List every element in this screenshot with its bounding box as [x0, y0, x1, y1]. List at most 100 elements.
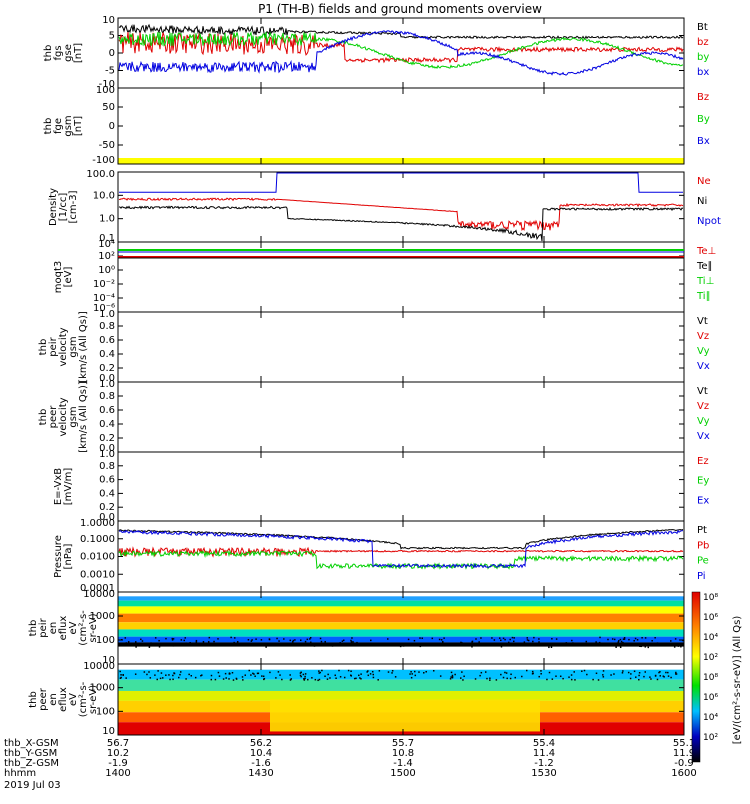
spectrogram-pixel	[473, 642, 475, 645]
spectrogram-pixel	[607, 638, 609, 641]
y-axis-label: [cm-3]	[68, 190, 79, 223]
spectrogram-pixel	[230, 642, 232, 645]
panel-pressure: 1.0000 0.1000 0.0100 0.0010 0.0001 Pressure [n…	[53, 518, 709, 594]
y-axis-label: peer	[38, 687, 49, 711]
spectrogram-pixel	[350, 675, 353, 677]
spectrogram-pixel	[256, 672, 259, 675]
spectrogram-pixel	[636, 639, 639, 641]
spectrogram-pixel	[482, 643, 484, 645]
spectrogram-pixel	[156, 678, 158, 681]
spectrogram-pixel	[319, 637, 322, 640]
spectrogram-pixel	[478, 641, 480, 643]
spectrogram-pixel	[383, 642, 386, 645]
spectrogram-band	[118, 642, 684, 647]
peer_spec-spectrogram	[118, 664, 684, 735]
spectrogram-pixel	[565, 642, 568, 644]
spectrogram-pixel	[635, 676, 637, 678]
spectrogram-pixel	[451, 674, 454, 677]
footer-value: 1530	[531, 768, 556, 779]
panel-peir_spec: 10000 1000 100 10 thb peir en eflux eV (cm²-s-sr-…	[28, 589, 685, 666]
spectrogram-pixel	[641, 636, 643, 639]
spectrogram-pixel	[274, 644, 277, 646]
spectrogram-pixel	[640, 645, 642, 648]
spectrogram-pixel	[356, 641, 358, 644]
y-axis-label: [nT]	[73, 116, 84, 136]
spectrogram-pixel	[418, 643, 420, 646]
spectrogram-pixel	[533, 636, 535, 639]
spectrogram-pixel	[670, 640, 672, 642]
panel-peir_v: 1.00.8 0.6 0.4 0.20.0 thb peir velocity gsm [km/…	[38, 309, 710, 384]
spectrogram-pixel	[149, 677, 152, 679]
spectrogram-pixel	[179, 671, 182, 673]
spectrogram-pixel	[410, 671, 412, 673]
spectrogram-pixel	[185, 642, 187, 644]
spectrogram-pixel	[173, 672, 175, 674]
pressure-traces	[118, 529, 684, 570]
spectrogram-pixel	[277, 671, 280, 673]
spectrogram-pixel	[135, 646, 137, 648]
spectrogram-pixel	[623, 638, 625, 640]
spectrogram-pixel	[343, 639, 345, 642]
legend-Vz: Vz	[697, 401, 709, 412]
spectrogram-pixel	[551, 678, 554, 680]
spectrogram-pixel	[460, 677, 462, 679]
y-axis-label: (cm²-s-	[78, 610, 89, 646]
spectrogram-pixel	[169, 678, 171, 681]
y-axis-label: [mV/m]	[63, 468, 74, 506]
y-tick-label: 5	[109, 31, 115, 42]
spectrogram-pixel	[231, 671, 234, 674]
y-tick-label: 10	[102, 655, 115, 666]
spectrogram-pixel	[401, 643, 403, 646]
spectrogram-pixel	[461, 671, 463, 673]
spectrogram-pixel	[318, 672, 320, 674]
spectrogram-band	[118, 622, 684, 630]
legend-Te∥: Te∥	[696, 261, 713, 272]
spectrogram-pixel	[513, 640, 515, 643]
spectrogram-pixel	[346, 643, 349, 645]
spectrogram-band	[118, 636, 684, 643]
spectrogram-pixel	[421, 637, 423, 639]
spectrogram-pixel	[172, 638, 175, 640]
y-axis-label: thb	[43, 118, 54, 135]
spectrogram-pixel	[266, 643, 268, 646]
spectrogram-pixel	[228, 672, 231, 674]
legend-Ex: Ex	[697, 495, 709, 506]
spectrogram-pixel	[235, 678, 238, 680]
spectrogram-pixel	[620, 640, 623, 643]
spectrogram-pixel	[504, 638, 506, 641]
spectrogram-pixel	[538, 638, 540, 640]
spectrogram-pixel	[509, 677, 512, 680]
density-frame	[117, 171, 685, 243]
spectrogram-pixel	[635, 644, 637, 647]
spectrogram-pixel	[570, 678, 573, 681]
spectrogram-pixel	[677, 645, 680, 647]
peer_spec-frame	[117, 663, 685, 736]
trace-by	[118, 30, 684, 69]
spectrogram-pixel	[299, 674, 302, 677]
spectrogram-pixel	[454, 673, 456, 676]
spectrogram-pixel	[548, 671, 551, 674]
legend-Vx: Vx	[697, 431, 710, 442]
spectrogram-pixel	[369, 673, 372, 675]
spectrogram-band	[118, 600, 684, 607]
spectrogram-pixel	[540, 673, 542, 675]
spectrogram-pixel	[311, 643, 313, 646]
spectrogram-pixel	[475, 638, 477, 640]
y-tick-label: 0	[109, 121, 115, 132]
spectrogram-pixel	[489, 677, 491, 679]
legend-Ne: Ne	[697, 176, 711, 187]
spectrogram-pixel	[289, 639, 292, 642]
y-tick-label: 0.8	[99, 321, 115, 332]
y-tick-label: -50	[99, 140, 115, 151]
y-tick-label: 1000	[90, 611, 115, 622]
spectrogram-pixel	[158, 639, 160, 642]
spectrogram-pixel	[654, 675, 657, 677]
y-axis-label: E=-VxB	[53, 468, 64, 505]
y-tick-label: 10000	[83, 661, 115, 672]
spectrogram-pixel	[656, 642, 659, 644]
y-tick-label: 0.4	[99, 419, 115, 430]
spectrogram-pixel	[257, 644, 260, 647]
spectrogram-band	[118, 664, 684, 670]
legend-Bx: Bx	[697, 136, 710, 147]
spectrogram-pixel	[649, 676, 651, 678]
